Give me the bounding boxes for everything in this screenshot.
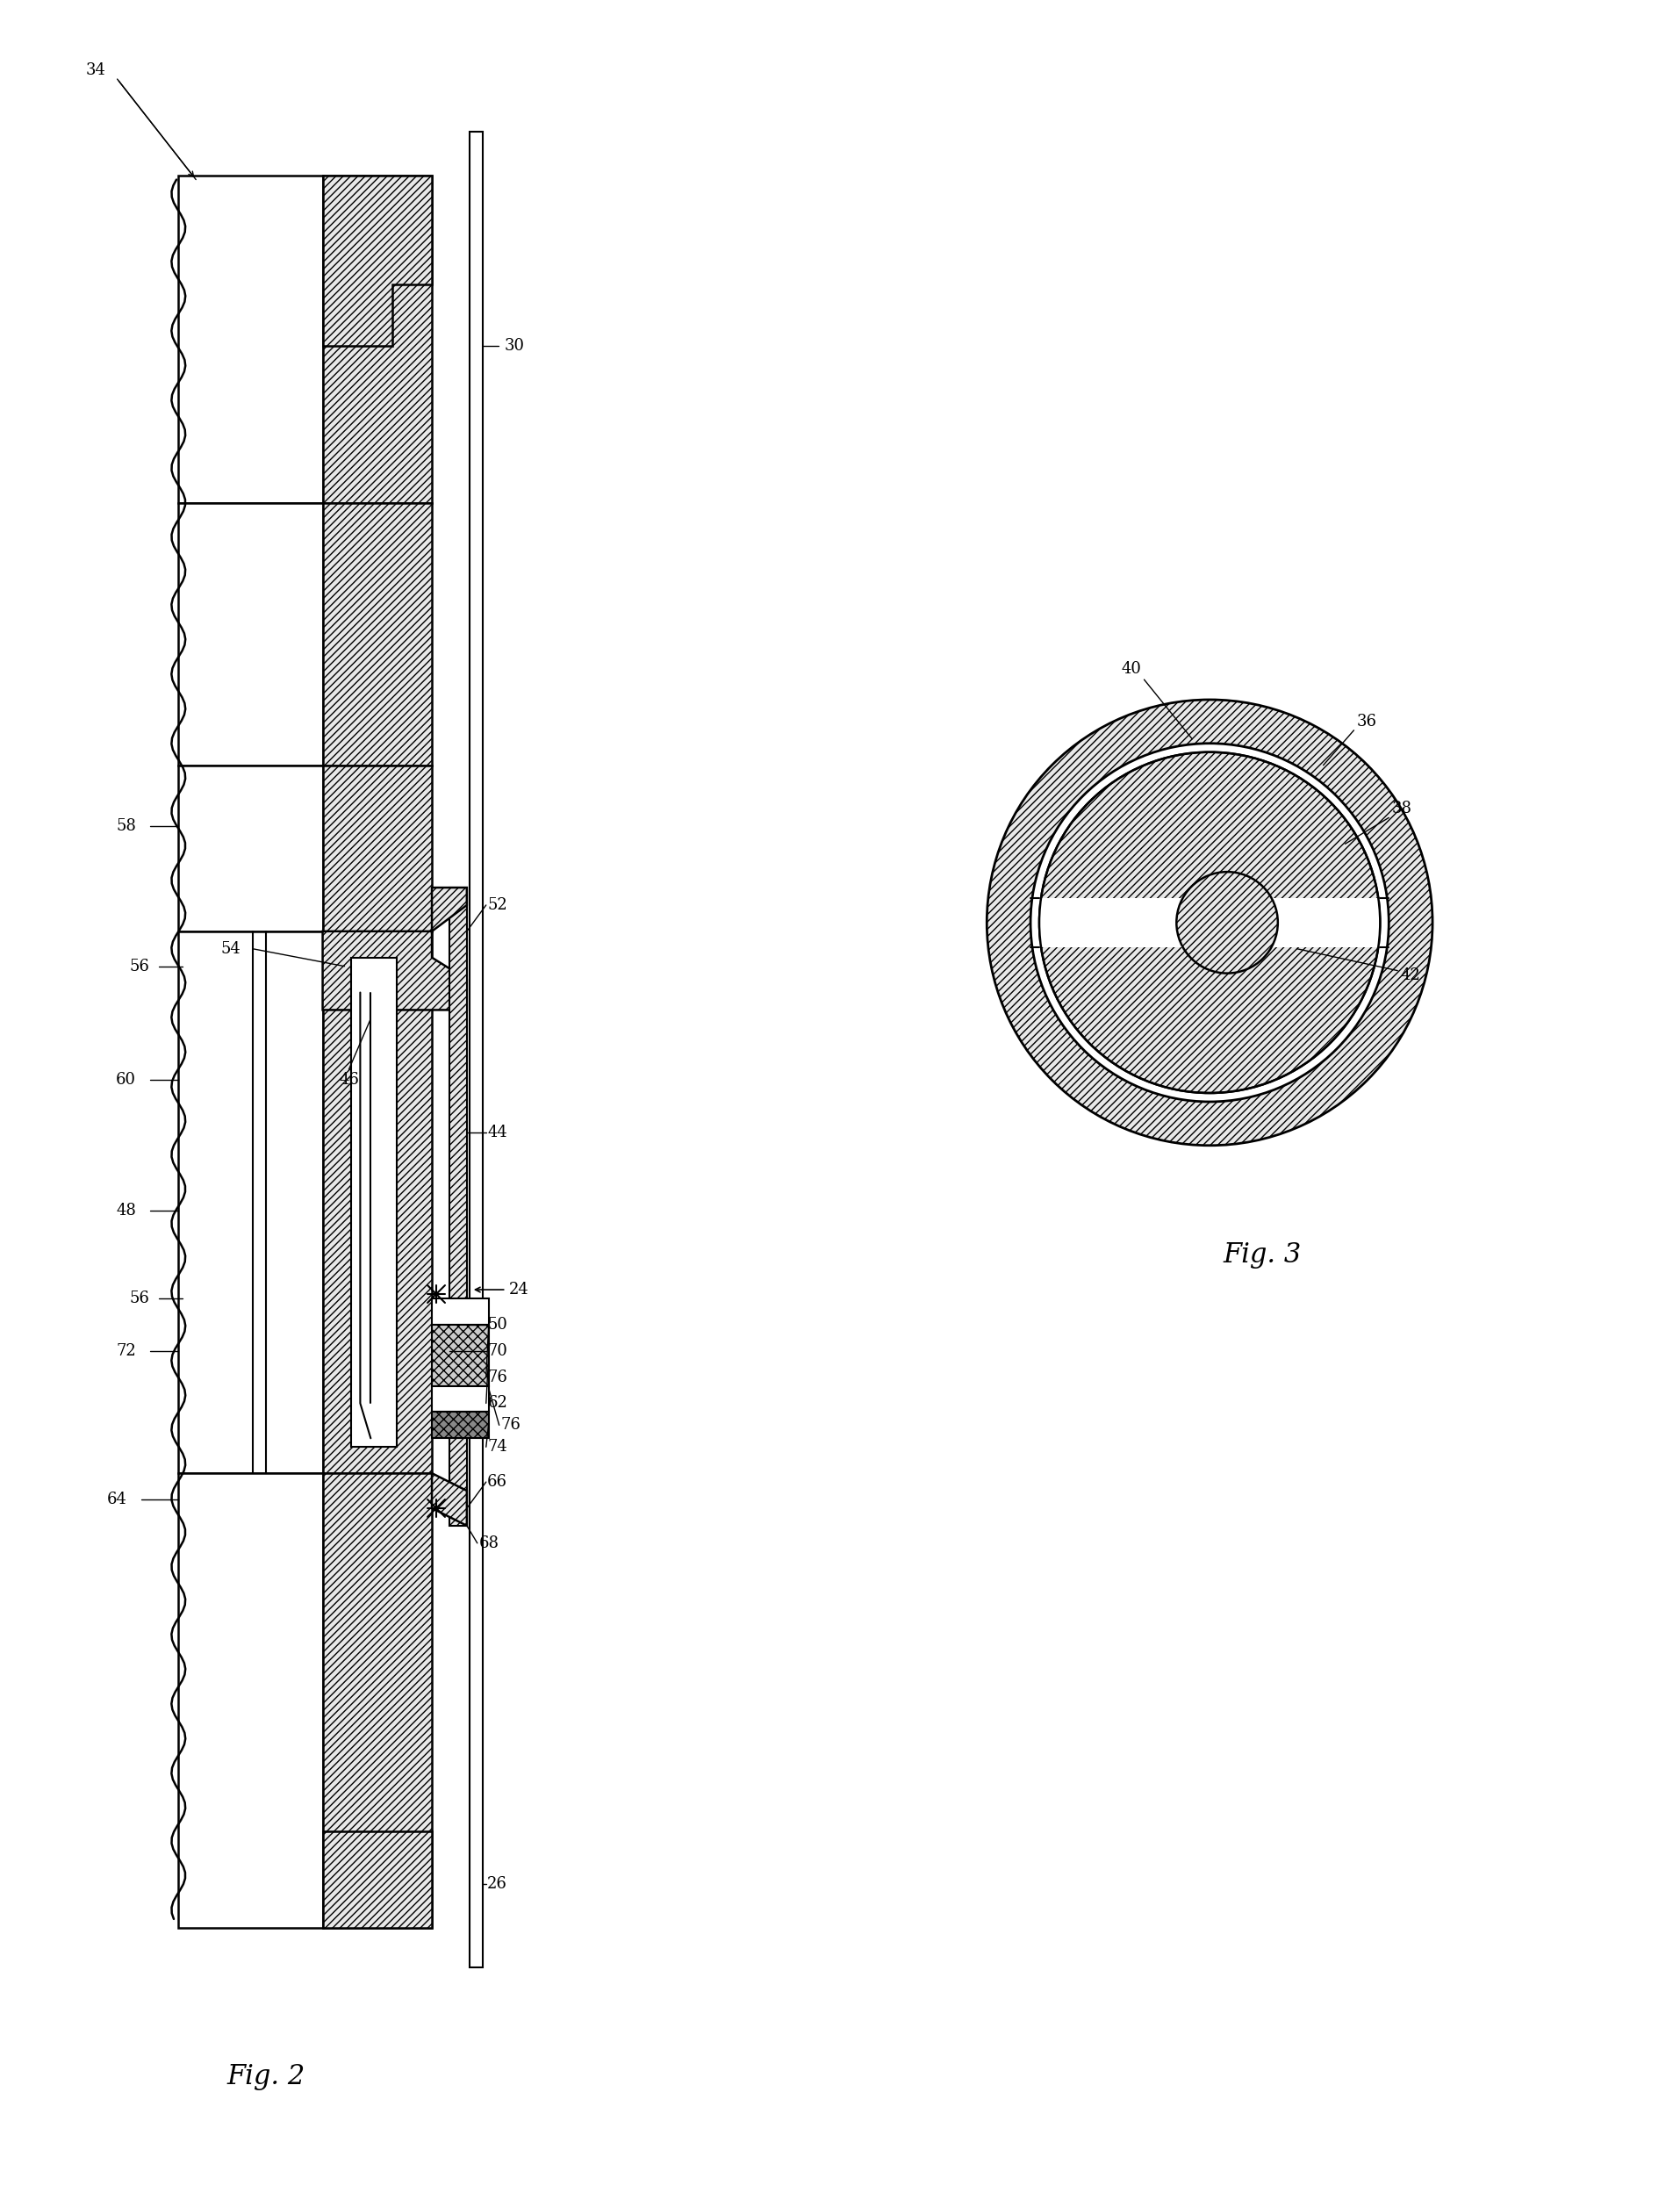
Text: 76: 76: [487, 1368, 507, 1386]
Text: 48: 48: [116, 1204, 136, 1219]
Text: 30: 30: [504, 338, 524, 353]
Bar: [178, 175, 323, 502]
Bar: [469, 132, 482, 1967]
Bar: [178, 765, 323, 932]
Text: 64: 64: [108, 1491, 128, 1507]
Bar: [1038, 899, 1379, 947]
Bar: [323, 1831, 432, 1928]
Polygon shape: [323, 932, 467, 1011]
Text: 42: 42: [1399, 967, 1420, 982]
Text: 56: 56: [129, 1289, 150, 1307]
Text: 36: 36: [1356, 713, 1376, 730]
Text: 58: 58: [116, 818, 136, 833]
Text: 26: 26: [487, 1877, 507, 1893]
Bar: [432, 1325, 489, 1386]
Text: 60: 60: [116, 1072, 136, 1088]
Bar: [178, 1474, 323, 1928]
Text: 50: 50: [487, 1316, 507, 1333]
Circle shape: [1176, 873, 1277, 974]
Bar: [432, 1386, 489, 1412]
Text: 62: 62: [487, 1395, 507, 1412]
Polygon shape: [432, 1474, 467, 1526]
Text: 68: 68: [479, 1535, 499, 1550]
Bar: [323, 1474, 432, 1928]
Text: Fig. 3: Fig. 3: [1223, 1241, 1300, 1268]
Bar: [178, 502, 323, 765]
Circle shape: [986, 700, 1431, 1145]
Text: 76: 76: [501, 1417, 521, 1432]
Bar: [449, 888, 467, 1526]
Circle shape: [1030, 743, 1388, 1101]
Text: 72: 72: [116, 1342, 136, 1360]
Bar: [323, 502, 432, 765]
Text: 66: 66: [487, 1474, 507, 1489]
Text: 56: 56: [129, 958, 150, 974]
Text: 38: 38: [1391, 800, 1411, 816]
Text: 34: 34: [86, 61, 106, 79]
Bar: [323, 765, 432, 932]
Bar: [323, 932, 432, 1474]
Bar: [432, 1298, 489, 1325]
Text: 40: 40: [1121, 660, 1141, 678]
Bar: [178, 932, 323, 1474]
Text: 44: 44: [487, 1125, 507, 1140]
Text: 46: 46: [339, 1072, 360, 1088]
Text: 74: 74: [487, 1439, 507, 1454]
Bar: [323, 175, 432, 502]
Bar: [432, 1412, 489, 1439]
Text: 52: 52: [487, 897, 507, 912]
Bar: [351, 958, 396, 1447]
Polygon shape: [432, 888, 467, 932]
Polygon shape: [323, 175, 432, 346]
Text: Fig. 2: Fig. 2: [227, 2064, 304, 2090]
Text: 24: 24: [509, 1281, 529, 1298]
Text: 54: 54: [220, 941, 240, 956]
Text: 70: 70: [487, 1342, 507, 1360]
Circle shape: [1038, 752, 1379, 1092]
